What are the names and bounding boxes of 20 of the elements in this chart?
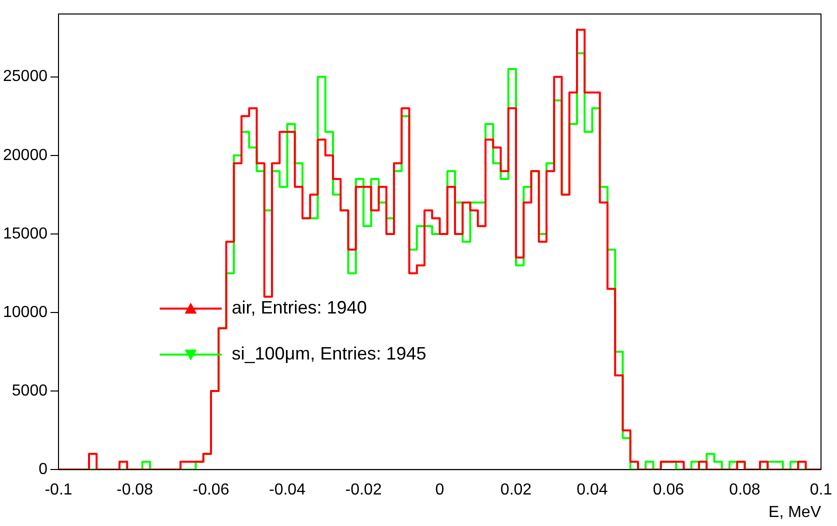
x-tick-label: -0.1 (44, 482, 72, 499)
x-tick-label: -0.04 (269, 482, 306, 499)
y-tick-label: 5000 (12, 382, 48, 400)
y-tick-label: 15000 (2, 225, 48, 242)
x-tick-label: 0.04 (576, 482, 608, 499)
x-tick-label: -0.02 (345, 482, 382, 499)
x-tick-label: -0.08 (116, 482, 154, 499)
x-axis-title: E, MeV (768, 504, 822, 521)
legend-label: si_100μm, Entries: 1945 (232, 344, 426, 364)
y-tick-label: 25000 (2, 68, 48, 86)
y-tick-label: 0 (38, 461, 48, 478)
legend-label: air, Entries: 1940 (232, 298, 367, 318)
y-tick-label: 10000 (2, 304, 48, 321)
y-tick-label: 20000 (2, 146, 48, 164)
x-tick-label: 0.02 (500, 482, 532, 499)
x-tick-label: 0.1 (810, 482, 832, 499)
x-tick-label: 0.06 (652, 482, 684, 499)
x-tick-label: 0 (435, 482, 444, 499)
x-tick-label: -0.06 (192, 482, 230, 499)
x-tick-label: 0.08 (729, 482, 760, 499)
